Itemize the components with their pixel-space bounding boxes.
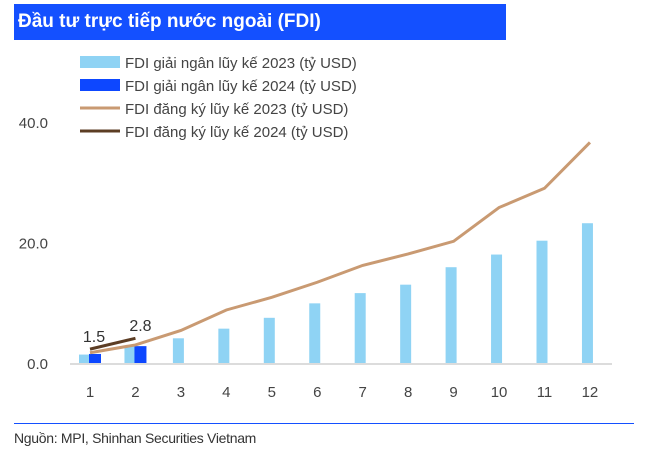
- bar-2023-month-7: [354, 293, 366, 363]
- x-tick-label: 9: [449, 384, 457, 401]
- x-tick-label: 10: [491, 384, 508, 401]
- legend-swatch-1: [80, 56, 120, 68]
- bar-2023-month-10: [491, 254, 503, 363]
- bar-2024-month-1: [89, 353, 101, 363]
- chart-title: Đầu tư trực tiếp nước ngoài (FDI): [14, 4, 506, 40]
- x-tick-label: 1: [86, 384, 94, 401]
- legend-label: FDI đăng ký lũy kế 2023 (tỷ USD): [125, 101, 348, 118]
- x-tick-label: 12: [582, 384, 599, 401]
- bar-2023-month-11: [536, 240, 548, 363]
- x-tick-label: 4: [222, 384, 230, 401]
- bar-2023-month-2: [124, 345, 136, 363]
- x-tick-label: 7: [359, 384, 367, 401]
- line-registered-2023: [89, 141, 592, 355]
- x-tick-label: 6: [313, 384, 321, 401]
- y-tick-label: 40.0: [19, 115, 48, 132]
- bar-2023-month-9: [445, 267, 457, 363]
- bar-2023-month-6: [309, 303, 321, 363]
- data-label: 2.8: [129, 318, 151, 335]
- divider: [14, 423, 634, 424]
- bar-2023-month-12: [581, 223, 593, 363]
- x-tick-label: 5: [268, 384, 276, 401]
- bar-2023-month-3: [172, 338, 184, 363]
- x-tick-label: 3: [177, 384, 185, 401]
- y-tick-label: 20.0: [19, 236, 48, 253]
- x-tick-label: 2: [131, 384, 139, 401]
- y-tick-label: 0.0: [27, 356, 48, 373]
- bar-2023-month-1: [79, 354, 90, 363]
- line-registered-2024: [89, 336, 136, 351]
- bar-2023-month-5: [263, 317, 275, 363]
- bar-2023-month-4: [218, 328, 230, 363]
- bar-2023-month-8: [400, 284, 412, 363]
- x-tick-label: 11: [537, 384, 553, 401]
- legend-label: FDI giải ngân lũy kế 2024 (tỷ USD): [125, 78, 357, 95]
- legend-label: FDI đăng ký lũy kế 2024 (tỷ USD): [125, 124, 348, 141]
- bar-2024-month-2: [134, 346, 147, 363]
- legend-label: FDI giải ngân lũy kế 2023 (tỷ USD): [125, 55, 357, 72]
- source-note: Nguồn: MPI, Shinhan Securities Vietnam: [14, 430, 257, 446]
- legend-swatch-2: [80, 79, 120, 91]
- x-tick-label: 8: [404, 384, 412, 401]
- data-label: 1.5: [83, 329, 105, 346]
